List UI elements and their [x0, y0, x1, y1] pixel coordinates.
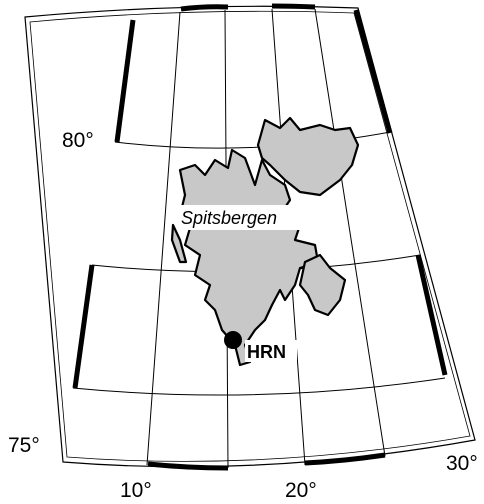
frame-ticks — [72, 3, 448, 471]
lat-label: 80° — [62, 129, 94, 152]
station-marker — [224, 331, 242, 349]
station-label: HRN — [247, 342, 286, 362]
lon-label: 20° — [285, 479, 317, 502]
region-label: Spitsbergen — [181, 208, 277, 228]
land — [170, 116, 360, 367]
label-box — [177, 205, 305, 230]
station-label-box — [245, 340, 297, 362]
lat-label: 75° — [8, 434, 40, 457]
map-frame-inner — [29, 10, 471, 462]
lon-label: 10° — [120, 479, 152, 502]
lon-label: 30° — [446, 452, 478, 475]
